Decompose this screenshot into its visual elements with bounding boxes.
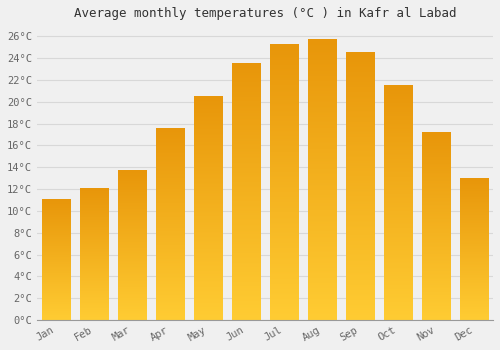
Title: Average monthly temperatures (°C ) in Kafr al Labad: Average monthly temperatures (°C ) in Ka… — [74, 7, 456, 20]
